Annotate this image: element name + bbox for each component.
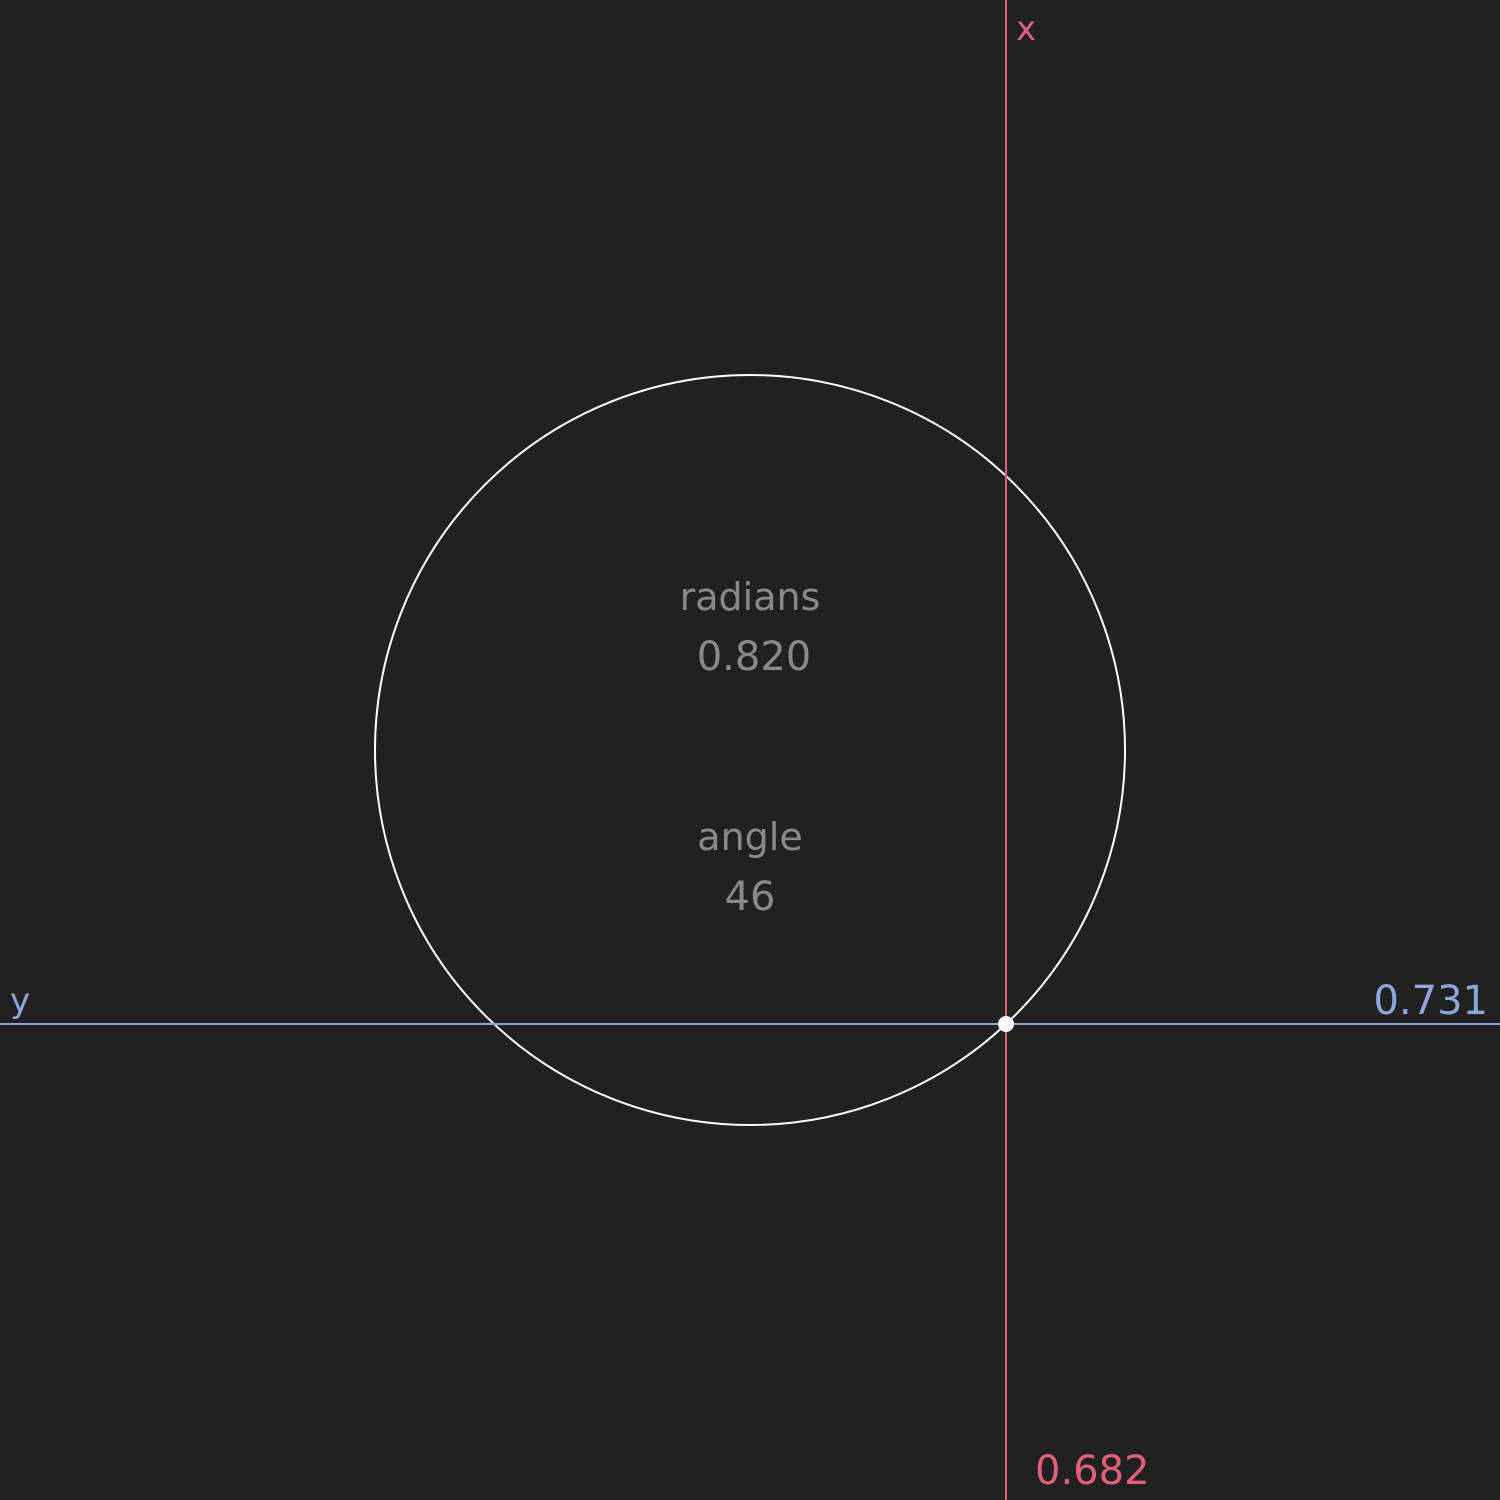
- point-marker-icon[interactable]: [998, 1016, 1014, 1032]
- radians-value: 0.820: [697, 634, 812, 680]
- angle-value: 46: [725, 874, 776, 920]
- angle-label: angle: [697, 815, 802, 859]
- unit-circle: [374, 374, 1126, 1126]
- x-value-readout: 0.682: [1035, 1448, 1150, 1494]
- y-axis-label: y: [10, 981, 30, 1021]
- y-value-readout: 0.731: [1373, 978, 1488, 1024]
- x-axis-label: x: [1016, 9, 1036, 49]
- radians-label: radians: [680, 575, 821, 619]
